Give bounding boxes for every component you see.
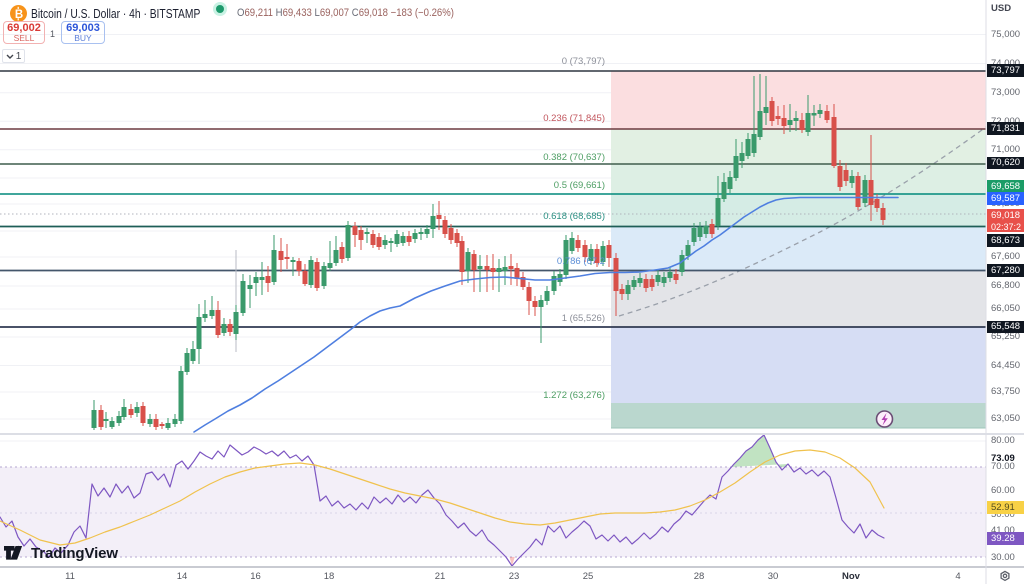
svg-text:B: B: [15, 9, 23, 21]
